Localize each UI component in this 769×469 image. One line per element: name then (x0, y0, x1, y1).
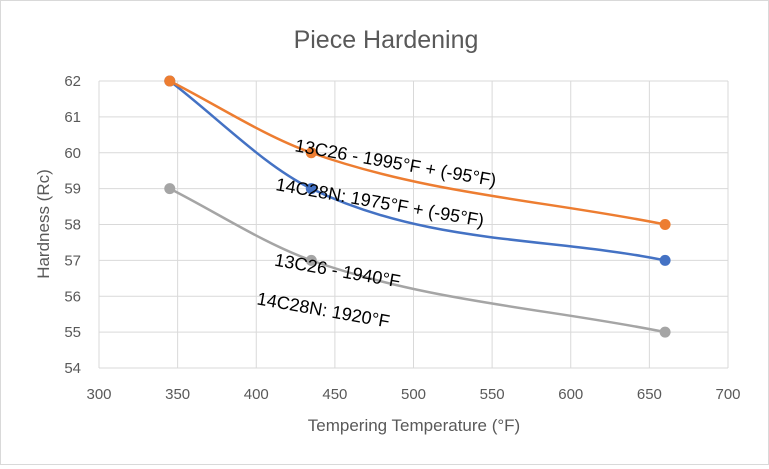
x-tick-label: 300 (86, 386, 111, 403)
data-point (305, 254, 317, 266)
series-annotation: 14C28N: 1920°F (255, 289, 391, 332)
y-tick-label: 54 (64, 360, 81, 377)
series-line (168, 79, 667, 226)
data-point (659, 219, 671, 230)
x-tick-label: 350 (165, 386, 190, 403)
x-tick-label: 600 (558, 386, 583, 403)
y-tick-label: 55 (64, 324, 81, 341)
x-tick-label: 550 (480, 386, 505, 403)
y-axis-label: Hardness (Rc) (34, 169, 53, 279)
data-point (659, 326, 671, 338)
data-point (305, 183, 317, 195)
y-tick-label: 56 (64, 288, 81, 305)
series-annotation: 13C26 - 1940°F (273, 250, 402, 292)
x-tick-label: 400 (244, 386, 269, 403)
data-point (659, 254, 671, 266)
y-tick-label: 59 (64, 181, 81, 198)
chart-title: Piece Hardening (294, 26, 479, 54)
x-tick-label: 500 (401, 386, 426, 403)
series-line (168, 187, 667, 334)
data-point (164, 75, 176, 87)
y-tick-label: 60 (64, 145, 81, 162)
y-tick-label: 61 (64, 109, 81, 126)
data-point (164, 183, 176, 195)
data-point (305, 147, 317, 159)
y-tick-label: 57 (64, 252, 81, 269)
y-tick-label: 62 (64, 73, 81, 90)
x-axis-label: Tempering Temperature (°F) (308, 416, 520, 435)
x-tick-label: 450 (322, 386, 347, 403)
x-tick-label: 700 (715, 386, 740, 403)
x-tick-label: 650 (637, 386, 662, 403)
y-tick-label: 58 (64, 217, 81, 234)
series-line (168, 79, 667, 262)
series-lines (168, 79, 667, 334)
series-points (164, 75, 671, 338)
axis-ticks: 300 350 400 450 500 550 600 650 700 54 55 56 57 58 59 6… (64, 73, 740, 403)
